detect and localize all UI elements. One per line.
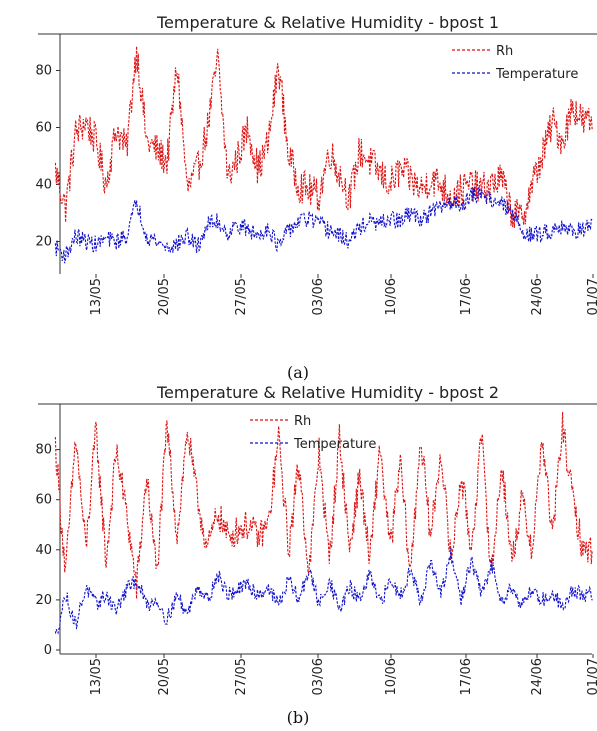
legend-label-temperature: Temperature [293, 437, 376, 452]
x-tick-label: 03/06 [311, 278, 326, 315]
y-axis: 20 40 60 80 [35, 34, 61, 274]
x-tick-label: 13/05 [89, 658, 104, 695]
caption-a: (a) [287, 363, 309, 382]
x-tick-label: 17/06 [459, 658, 474, 695]
x-axis: 13/05 20/05 27/05 03/06 10/06 17/06 24/06 01/07 [89, 274, 597, 315]
series-group [54, 46, 593, 264]
y-tick-label: 60 [35, 493, 52, 508]
x-tick-label: 13/05 [89, 278, 104, 315]
x-tick-label: 10/06 [384, 278, 399, 315]
x-tick-label: 01/07 [586, 278, 597, 315]
x-tick-label: 20/05 [157, 658, 172, 695]
x-tick-label: 20/05 [157, 278, 172, 315]
legend-label-rh: Rh [496, 44, 513, 59]
x-axis: 13/05 20/05 27/05 03/06 10/06 17/06 24/06 01/07 [89, 654, 597, 695]
chart-panel-a: Temperature & Relative Humidity - bpost … [35, 13, 597, 382]
legend-label-rh: Rh [294, 414, 311, 429]
x-tick-label: 24/06 [530, 278, 545, 315]
series-line-rh [54, 46, 593, 228]
chart-panel-b: Temperature & Relative Humidity - bpost … [35, 383, 597, 727]
caption-b: (b) [287, 708, 310, 727]
legend-label-temperature: Temperature [495, 67, 578, 82]
x-tick-label: 27/05 [234, 658, 249, 695]
x-tick-label: 27/05 [234, 278, 249, 315]
x-tick-label: 24/06 [530, 658, 545, 695]
x-tick-label: 17/06 [459, 278, 474, 315]
y-tick-label: 80 [35, 443, 52, 458]
y-tick-label: 40 [35, 178, 52, 193]
legend: Rh Temperature [250, 414, 376, 452]
y-tick-label: 20 [35, 235, 52, 250]
y-tick-label: 60 [35, 121, 52, 136]
y-tick-label: 0 [44, 643, 52, 658]
y-tick-label: 20 [35, 593, 52, 608]
legend: Rh Temperature [452, 44, 578, 82]
series-line-rh [54, 411, 593, 599]
series-line-temperature [54, 186, 593, 264]
x-tick-label: 03/06 [311, 658, 326, 695]
y-tick-label: 80 [35, 64, 52, 79]
series-group [54, 411, 593, 635]
x-tick-label: 10/06 [384, 658, 399, 695]
series-line-temperature [54, 547, 593, 635]
chart-title: Temperature & Relative Humidity - bpost … [156, 383, 499, 402]
x-tick-label: 01/07 [586, 658, 597, 695]
y-axis: 0 20 40 60 80 [35, 404, 592, 658]
y-tick-label: 40 [35, 543, 52, 558]
chart-title: Temperature & Relative Humidity - bpost … [156, 13, 499, 32]
